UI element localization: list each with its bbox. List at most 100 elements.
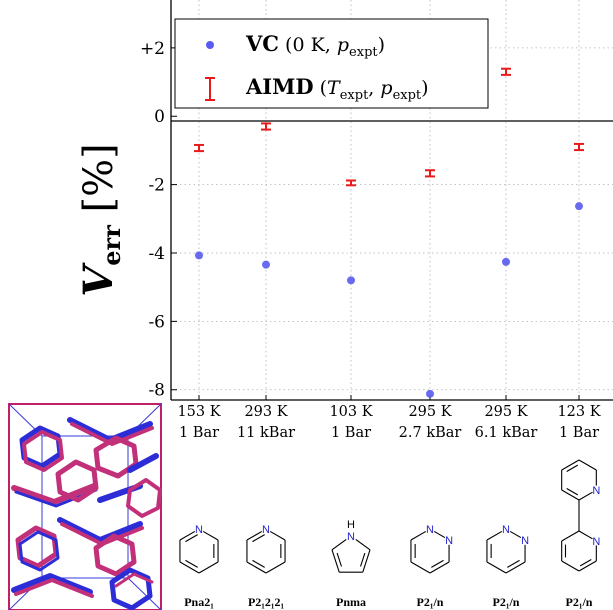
ring-double-bond — [579, 559, 592, 567]
space-group-label: P2₁/n — [493, 595, 520, 609]
ring-bond — [362, 549, 371, 573]
nitrogen-atom-label: N — [347, 531, 355, 543]
ring-bond — [269, 530, 286, 541]
ring-bond — [578, 491, 593, 501]
pressure-label: 11 kBar — [237, 425, 295, 441]
y-axis-label: Verr [%] — [75, 143, 126, 297]
aimd-errorbar — [261, 122, 271, 131]
hydrogen-atom-label: H — [347, 519, 355, 531]
y-tick-label: -6 — [148, 312, 165, 332]
y-tick-label: +2 — [140, 39, 165, 59]
ring-bond — [486, 530, 503, 541]
aimd-errorbar — [501, 67, 511, 76]
vc-point — [575, 202, 583, 211]
pressure-label: 1 Bar — [331, 425, 371, 441]
nitrogen-atom-label: N — [262, 524, 270, 536]
space-group-label: Pnma — [336, 595, 366, 609]
ring-bond — [578, 530, 593, 540]
ring-double-bond — [185, 534, 198, 543]
ring-bond — [410, 530, 427, 541]
aimd-errorbar — [425, 169, 435, 178]
ring-bond — [198, 561, 219, 574]
ring-double-bond — [431, 559, 444, 568]
crystal-structure-inset — [8, 403, 162, 610]
ring-bond — [246, 530, 263, 541]
ring-bond — [509, 530, 522, 539]
aimd-series — [194, 67, 584, 187]
vc-point — [195, 251, 203, 260]
y-tick-label: -8 — [148, 381, 165, 401]
ring-bond — [561, 530, 580, 542]
molecule-ring: NH — [331, 519, 371, 573]
temperature-label: 293 K — [244, 404, 288, 420]
pressure-label: 1 Bar — [559, 425, 599, 441]
svg-text:Verr [%]: Verr [%] — [75, 143, 126, 297]
space-group-label: P2₁/n — [566, 595, 593, 609]
legend-vc-marker — [206, 41, 214, 49]
ring-bond — [561, 560, 580, 572]
y-tick-label: -4 — [148, 244, 165, 264]
vc-point — [262, 260, 270, 269]
ring-bond — [429, 561, 450, 574]
ring-double-bond — [185, 559, 198, 568]
pressure-label: 6.1 kBar — [475, 425, 538, 441]
molecule-ring: N — [561, 459, 600, 501]
nitrogen-atom-label: N — [592, 536, 600, 548]
nitrogen-atom-label: N — [445, 535, 453, 547]
ring-bond — [202, 530, 219, 541]
molecule-layers — [11, 417, 162, 610]
vc-point — [502, 257, 510, 266]
legend-aimd-marker — [205, 77, 215, 101]
molecule-ring: N — [179, 524, 219, 574]
y-tick-group: -8 -6 -4 -2 0 +2 — [140, 39, 177, 401]
aimd-errorbar — [194, 143, 204, 153]
ring-double-bond — [252, 559, 265, 568]
ring-bond — [578, 459, 597, 471]
vc-point — [347, 276, 355, 285]
x-category-group: 153 K 1 Bar Pna2₁ 293 K 11 kBar P2₁2₁2₁ 103 K 1… — [177, 395, 602, 609]
pressure-label: 2.7 kBar — [399, 425, 462, 441]
temperature-label: 295 K — [484, 404, 528, 420]
legend: VC (0 K, pexpt) AIMD (Texpt, pexpt) — [174, 18, 489, 109]
ring-bond — [561, 459, 580, 471]
ring-double-bond — [566, 488, 579, 496]
ring-bond — [561, 489, 580, 501]
space-group-label: Pna2₁ — [184, 595, 214, 609]
ring-bond — [505, 561, 526, 574]
ring-bond — [410, 561, 431, 574]
y-tick-label: 0 — [154, 107, 165, 127]
legend-vc-label: VC (0 K, pexpt) — [245, 31, 385, 60]
ring-bond — [265, 561, 286, 574]
ring-bond — [246, 561, 267, 574]
ring-double-bond — [507, 559, 520, 568]
pressure-label: 1 Bar — [179, 425, 219, 441]
nitrogen-atom-label: N — [502, 524, 510, 536]
ring-bond — [355, 539, 371, 551]
molecule-ring: N — [246, 524, 286, 574]
molecule-ring: NN — [410, 524, 453, 574]
temperature-label: 103 K — [329, 404, 373, 420]
ring-double-bond — [566, 464, 579, 472]
vc-point — [426, 389, 434, 398]
space-group-label: P2₁/n — [417, 595, 444, 609]
nitrogen-atom-label: N — [592, 485, 600, 497]
aimd-errorbar — [346, 179, 356, 187]
ring-bond — [486, 561, 507, 574]
space-group-label: P2₁2₁2₁ — [248, 595, 285, 609]
temperature-label: 153 K — [177, 404, 221, 420]
vc-series — [195, 202, 583, 398]
temperature-label: 295 K — [408, 404, 452, 420]
ring-bond — [179, 561, 200, 574]
ring-bond — [433, 530, 446, 539]
molecule-ring: N — [561, 530, 600, 572]
temperature-label: 123 K — [557, 404, 601, 420]
ring-bond — [179, 530, 196, 541]
ring-bond — [578, 560, 597, 572]
ring-bond — [331, 549, 340, 573]
plot-frame — [170, 0, 613, 401]
ring-double-bond — [252, 534, 265, 543]
nitrogen-atom-label: N — [521, 535, 529, 547]
ring-double-bond — [359, 552, 366, 567]
